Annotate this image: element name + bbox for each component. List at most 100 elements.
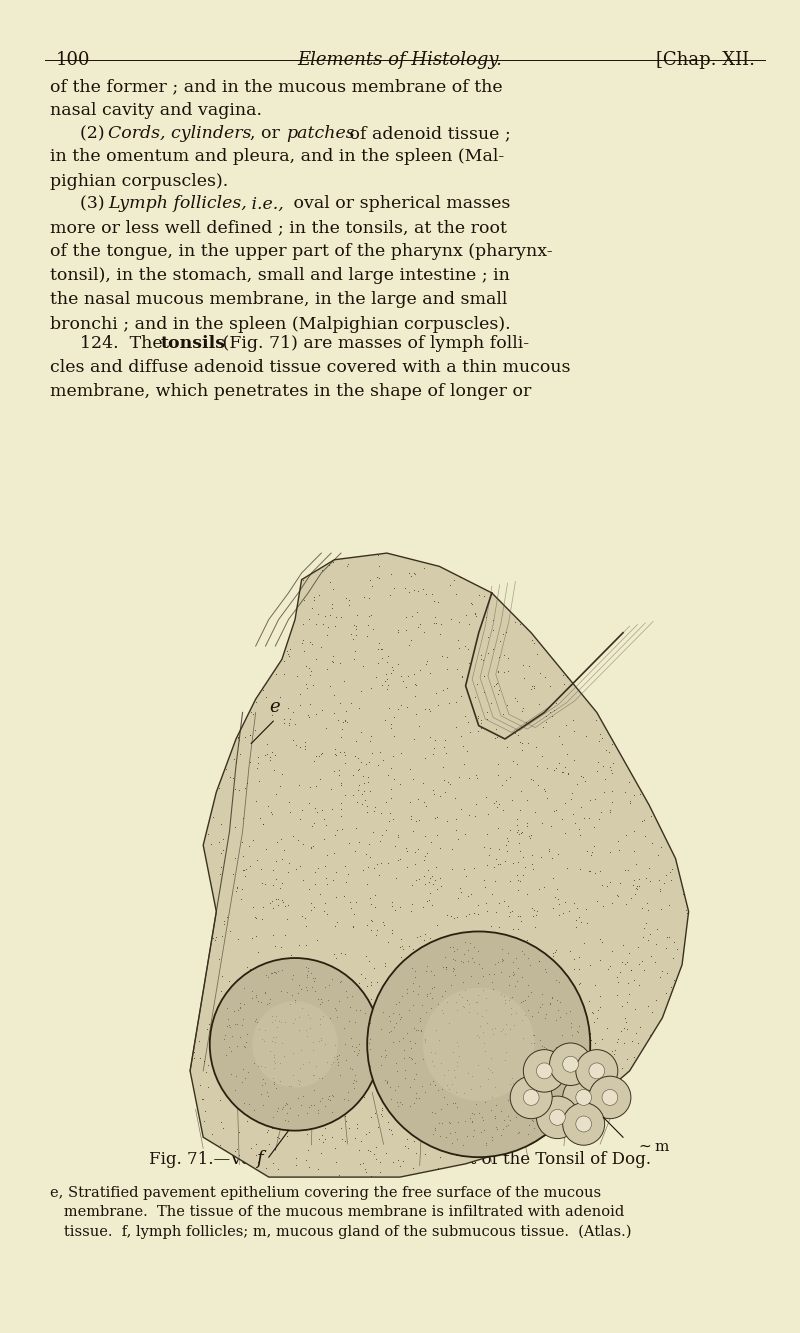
Point (633, 869, 646, 890)
Text: e: e (269, 698, 279, 716)
Point (380, 1081, 393, 1102)
Point (492, 684, 505, 705)
Point (619, 1010, 632, 1032)
Point (314, 1022, 326, 1044)
Point (440, 956, 453, 977)
Point (420, 960, 433, 981)
Point (358, 587, 370, 608)
Point (458, 980, 471, 1001)
Point (527, 1024, 540, 1045)
Point (410, 1086, 422, 1108)
Point (357, 1152, 370, 1173)
Point (301, 677, 314, 698)
Point (297, 1085, 310, 1106)
Point (539, 1102, 552, 1124)
Point (434, 837, 446, 858)
Point (299, 655, 312, 676)
Point (534, 1040, 547, 1061)
Point (230, 1005, 243, 1026)
Point (399, 1002, 412, 1024)
Point (266, 1012, 278, 1033)
Point (214, 1089, 226, 1110)
Point (354, 1153, 366, 1174)
Point (485, 1100, 498, 1121)
Point (381, 1073, 394, 1094)
Point (434, 1125, 447, 1146)
Point (406, 1061, 419, 1082)
Point (380, 1070, 393, 1092)
Point (255, 909, 268, 930)
Point (361, 801, 374, 822)
Point (314, 882, 326, 904)
Point (570, 1020, 583, 1041)
Point (362, 766, 374, 788)
Point (439, 996, 452, 1017)
Point (340, 981, 353, 1002)
Point (248, 989, 261, 1010)
Point (581, 913, 594, 934)
Point (375, 647, 388, 668)
Point (456, 665, 469, 686)
Point (426, 778, 439, 800)
Point (530, 904, 542, 925)
Point (257, 1094, 270, 1116)
Point (334, 942, 347, 964)
Point (289, 992, 302, 1013)
Point (473, 1076, 486, 1097)
Point (310, 776, 322, 797)
Point (210, 1002, 222, 1024)
Point (558, 1072, 570, 1093)
Point (514, 822, 527, 844)
Point (510, 946, 522, 968)
Point (516, 990, 529, 1012)
Point (218, 1140, 231, 1161)
Point (274, 1042, 287, 1064)
Point (349, 986, 362, 1008)
Point (591, 998, 604, 1020)
Point (436, 985, 449, 1006)
Point (490, 726, 503, 748)
Point (553, 992, 566, 1013)
Point (261, 733, 274, 754)
Point (563, 941, 576, 962)
Point (611, 830, 624, 852)
Point (464, 933, 477, 954)
Point (625, 958, 638, 980)
Point (588, 1012, 601, 1033)
Point (273, 1032, 286, 1053)
Point (351, 758, 364, 780)
Point (297, 629, 310, 651)
Point (398, 1013, 410, 1034)
Point (302, 878, 315, 900)
Point (430, 824, 443, 845)
Point (547, 866, 560, 888)
Point (329, 744, 342, 765)
Point (293, 1029, 306, 1050)
Point (547, 897, 560, 918)
Point (262, 993, 275, 1014)
Point (466, 1066, 478, 1088)
Point (306, 1040, 319, 1061)
Point (480, 1132, 493, 1153)
Point (444, 1010, 457, 1032)
Point (373, 1017, 386, 1038)
Point (526, 1110, 539, 1132)
Point (457, 1134, 470, 1156)
Point (567, 988, 580, 1009)
Point (447, 936, 460, 957)
Point (238, 1037, 251, 1058)
Point (263, 749, 276, 770)
Point (501, 828, 514, 849)
Point (258, 988, 270, 1009)
Point (381, 1069, 394, 1090)
Point (389, 900, 402, 921)
Point (527, 676, 540, 697)
Point (376, 639, 389, 660)
Point (276, 1042, 289, 1064)
Point (266, 997, 278, 1018)
Point (290, 858, 302, 880)
Point (218, 913, 230, 934)
Point (221, 1016, 234, 1037)
Point (349, 745, 362, 766)
Point (495, 984, 508, 1005)
